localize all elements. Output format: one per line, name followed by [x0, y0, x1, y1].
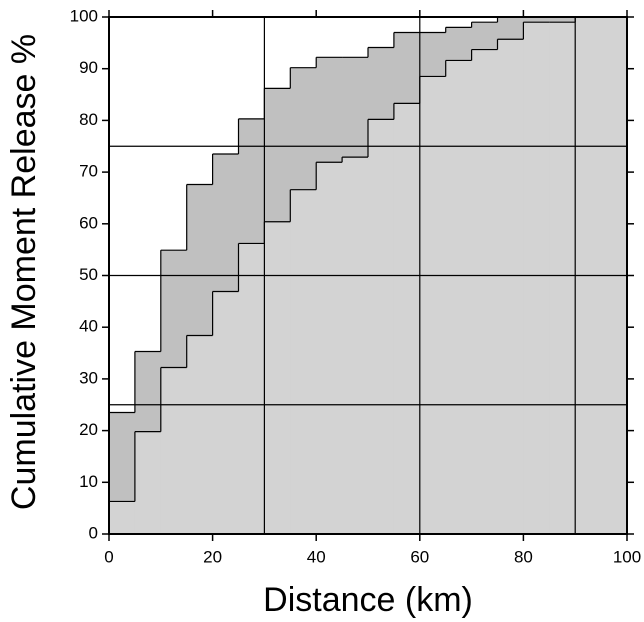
step-area [316, 162, 343, 535]
y-tick-label: 0 [89, 523, 98, 542]
step-area [109, 501, 136, 534]
y-tick-label: 30 [79, 368, 98, 387]
step-area [419, 76, 447, 534]
step-area [238, 243, 265, 535]
x-tick-label: 0 [104, 547, 113, 566]
step-area [368, 119, 395, 534]
y-tick-label: 50 [79, 265, 98, 284]
step-area [342, 157, 369, 534]
y-tick-label: 20 [79, 420, 98, 439]
x-tick-label: 40 [307, 547, 326, 566]
step-area [264, 221, 291, 534]
x-tick-label: 100 [613, 547, 641, 566]
step-area [134, 431, 162, 534]
x-axis-label: Distance (km) [263, 581, 473, 619]
step-area [523, 22, 550, 534]
step-area [393, 103, 421, 535]
x-tick-label: 80 [514, 547, 533, 566]
y-tick-label: 40 [79, 317, 98, 336]
y-tick-label: 70 [79, 162, 98, 181]
step-area [549, 22, 576, 534]
y-tick-label: 80 [79, 110, 98, 129]
step-area [186, 335, 214, 534]
y-tick-label: 60 [79, 213, 98, 232]
step-area [471, 49, 498, 535]
x-tick-label: 60 [410, 547, 429, 566]
y-tick-label: 90 [79, 58, 98, 77]
step-area [497, 39, 524, 535]
step-area [290, 189, 317, 535]
step-area [445, 60, 473, 534]
step-area [212, 291, 239, 534]
step-area [160, 367, 188, 534]
y-tick-label: 100 [70, 6, 98, 25]
x-tick-label: 20 [203, 547, 222, 566]
y-tick-label: 10 [79, 472, 98, 491]
y-axis-label: Cumulative Moment Release % [5, 34, 43, 510]
